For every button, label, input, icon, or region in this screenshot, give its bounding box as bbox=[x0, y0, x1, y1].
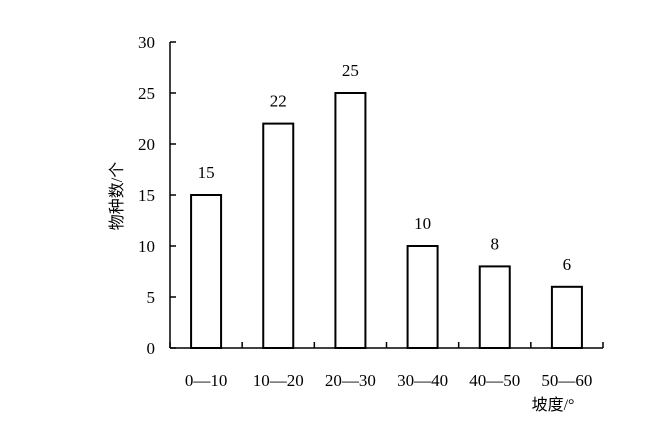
bar bbox=[334, 92, 367, 349]
y-tick-label: 5 bbox=[147, 288, 156, 307]
x-ticks: 0—10 10—20 20—30 30—40 40—50 50—60 bbox=[169, 342, 604, 390]
x-tick-label: 10—20 bbox=[253, 371, 304, 390]
bars bbox=[190, 92, 583, 349]
x-tick-label: 20—30 bbox=[325, 371, 376, 390]
y-ticks: 0 5 10 15 20 25 30 bbox=[138, 33, 176, 358]
x-tick-label: 30—40 bbox=[397, 371, 448, 390]
y-tick-label: 30 bbox=[138, 33, 155, 52]
y-tick-label: 25 bbox=[138, 84, 155, 103]
y-tick-label: 0 bbox=[147, 339, 156, 358]
bar-value-label: 25 bbox=[342, 61, 359, 80]
bar-value-label: 10 bbox=[414, 214, 431, 233]
y-axis-title: 物种数/个 bbox=[108, 162, 126, 230]
bar bbox=[262, 122, 295, 349]
bar-value-label: 15 bbox=[198, 163, 215, 182]
data-labels: 15 22 25 10 8 6 bbox=[198, 61, 572, 274]
bar bbox=[406, 245, 439, 349]
bar-value-label: 6 bbox=[563, 255, 572, 274]
bar bbox=[550, 285, 583, 349]
bar bbox=[190, 194, 223, 349]
bar-value-label: 22 bbox=[270, 92, 287, 111]
bar bbox=[478, 265, 511, 349]
bar-value-label: 8 bbox=[491, 234, 500, 253]
y-tick-label: 10 bbox=[138, 237, 155, 256]
y-tick-label: 15 bbox=[138, 186, 155, 205]
x-tick-label: 0—10 bbox=[185, 371, 228, 390]
x-axis-title: 坡度/° bbox=[532, 396, 575, 414]
x-tick-label: 40—50 bbox=[469, 371, 520, 390]
x-tick-label: 50—60 bbox=[541, 371, 592, 390]
y-tick-label: 20 bbox=[138, 135, 155, 154]
